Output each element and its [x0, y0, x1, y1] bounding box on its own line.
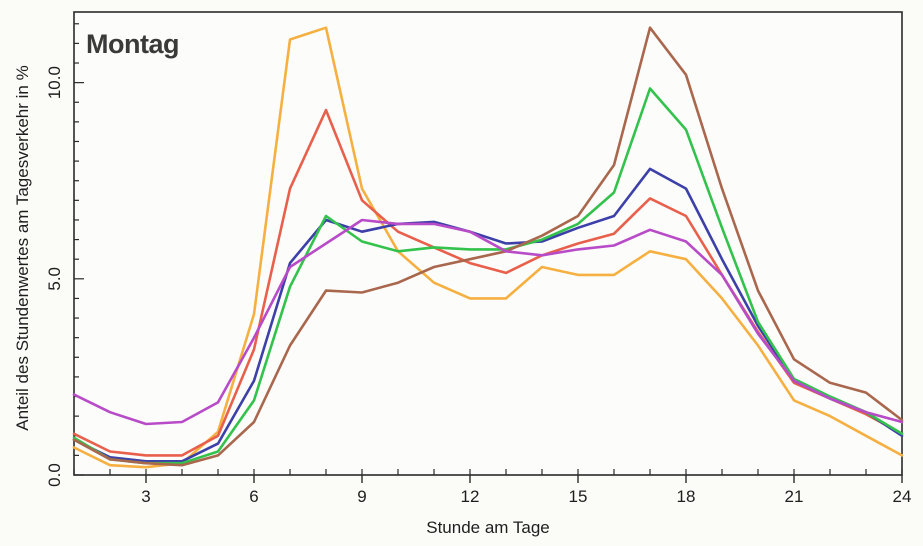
x-tick-label: 21 [785, 487, 804, 506]
axis-ticks: 3 6 9 12 15 18 21 24 0.0 5.0 10.0 [45, 23, 912, 506]
x-tick-label: 6 [249, 487, 258, 506]
plot-area [73, 11, 903, 476]
series-line-5 [72, 26, 904, 467]
x-tick-label: 12 [461, 487, 480, 506]
y-tick-label: 5.0 [45, 267, 64, 291]
x-axis-title: Stunde am Tage [426, 518, 550, 537]
x-tick-label: 18 [677, 487, 696, 506]
x-tick-label: 15 [569, 487, 588, 506]
y-tick-label: 10.0 [45, 66, 64, 99]
chart-title: Montag [86, 29, 179, 59]
series-line-3 [72, 167, 904, 463]
series-line-1 [72, 26, 904, 469]
x-tick-label: 24 [893, 487, 912, 506]
x-tick-label: 9 [357, 487, 366, 506]
y-tick-label: 0.0 [45, 463, 64, 487]
series-group [72, 26, 904, 469]
x-tick-label: 3 [141, 487, 150, 506]
y-axis-title: Anteil des Stundenwertes am Tagesverkehr… [13, 65, 32, 430]
series-line-4 [72, 87, 904, 465]
series-line-6 [72, 218, 904, 426]
